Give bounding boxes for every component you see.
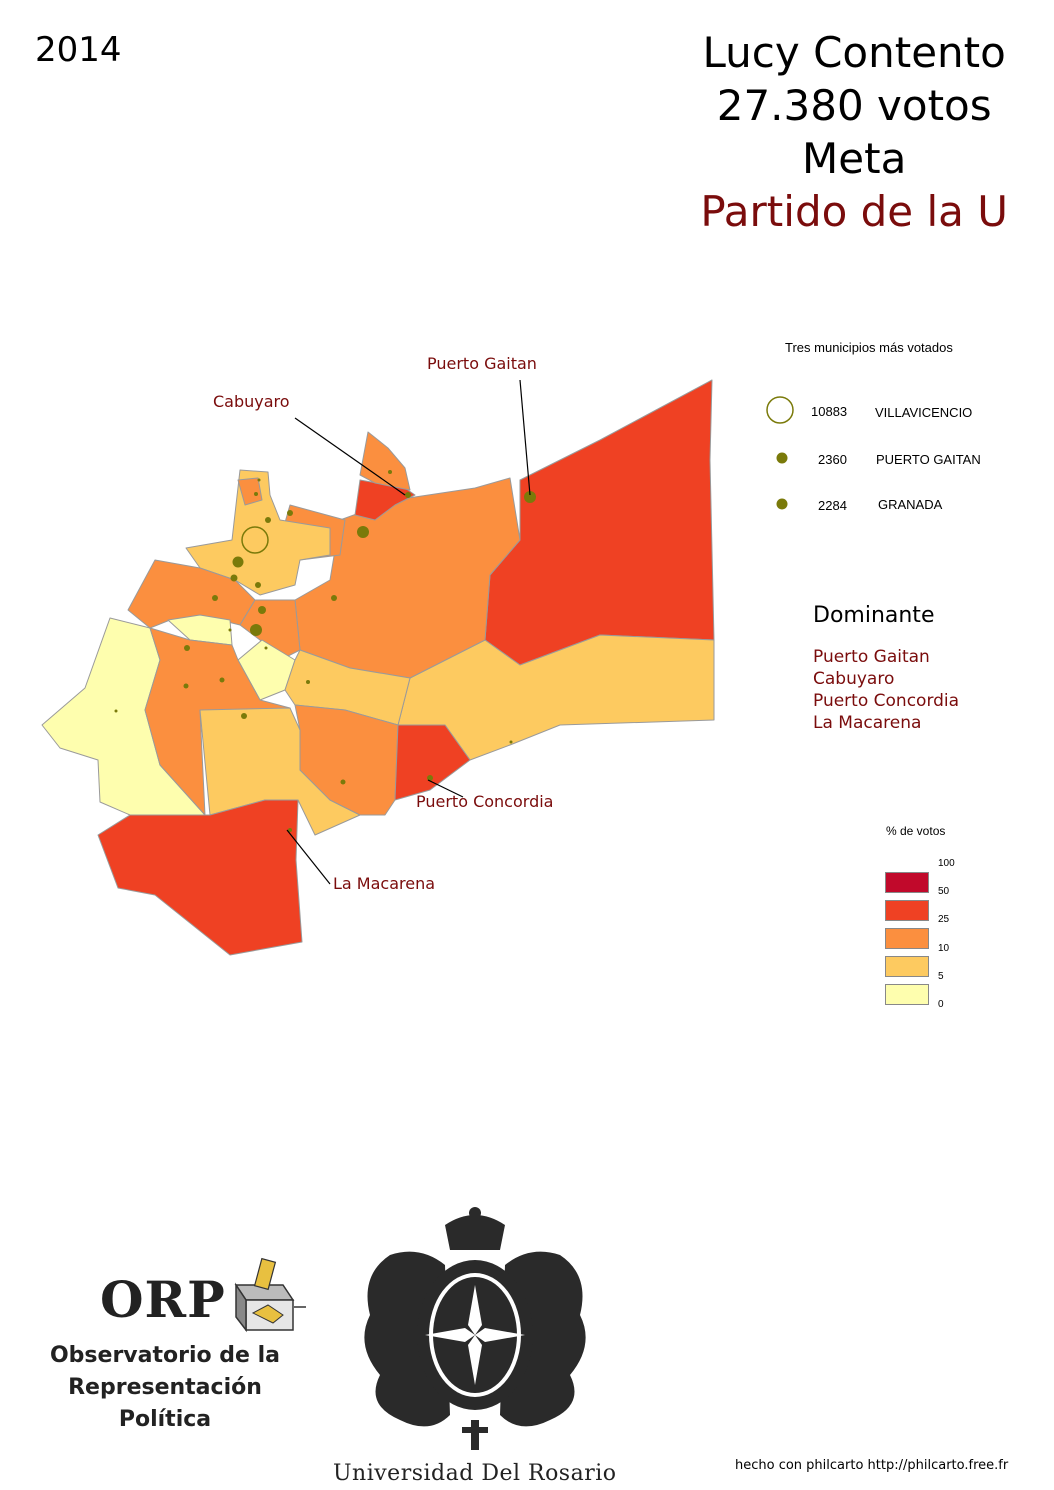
orp-logo-subtitle: Observatorio de la Representación Políti… [20,1340,310,1436]
map-label-cabuyaro: Cabuyaro [213,392,290,411]
orp-subtitle-line-1: Observatorio de la [49,1343,280,1368]
legend-tick: 0 [938,999,944,1010]
dominant-item: Cabuyaro [813,669,895,689]
legend-tick: 50 [938,886,950,897]
department-name: Meta [802,134,907,183]
dominant-item: Puerto Gaitan [813,647,930,667]
legend-tick: 100 [938,858,955,869]
legend-title: % de votos [886,824,946,838]
legend-swatch-5-10 [885,956,929,977]
party-name: Partido de la U [700,187,1008,236]
ballot-box-icon [234,1257,306,1333]
top3-symbol-3 [776,498,788,510]
legend-swatch-25-50 [885,900,929,921]
year-label: 2014 [35,30,122,70]
title-block: Lucy Contento 27.380 votos Meta Partido … [700,26,1008,238]
legend-tick: 5 [938,971,944,982]
top3-name-1: VILLAVICENCIO [875,405,973,420]
region-south-orange [294,704,399,816]
map-label-puerto-gaitan: Puerto Gaitan [427,354,537,373]
map-label-la-macarena: La Macarena [333,874,436,893]
top3-title: Tres municipios más votados [785,340,953,355]
dominant-item: La Macarena [813,713,922,733]
map-label-puerto-concordia: Puerto Concordia [416,792,554,811]
choropleth-map [41,379,794,956]
orp-logo-title: ORP [100,1270,226,1329]
villavicencio-symbol [241,526,269,554]
region-puerto-gaitan [484,379,715,666]
legend-tick: 10 [938,943,950,954]
region-villavicencio [185,469,331,596]
legend-swatch-0-5 [885,984,929,1005]
legend-tick: 25 [938,914,950,925]
university-name: Universidad Del Rosario [333,1461,617,1486]
region-puerto-concordia [394,724,471,801]
region-enclave-1 [167,614,233,646]
university-seal-icon [364,1207,586,1450]
top3-name-3: GRANADA [878,497,943,512]
top3-symbol-1 [766,396,794,424]
dominant-list: Puerto Gaitan Cabuyaro Puerto Concordia … [813,646,959,734]
top3-value-2: 2360 [818,452,847,467]
dominant-item: Puerto Concordia [813,691,960,711]
region-north-tip [359,431,411,491]
credit-text: hecho con philcarto http://philcarto.fre… [735,1458,1009,1473]
orp-subtitle-line-2: Representación Política [68,1375,262,1432]
legend-swatch-10-25 [885,928,929,949]
vote-count: 27.380 votos [716,81,992,130]
top3-symbol-2 [776,452,788,464]
legend-swatch-50-100 [885,872,929,893]
region-la-macarena [97,799,303,956]
region-north-pocket [237,477,263,506]
top3-value-1: 10883 [811,404,848,419]
top3-name-2: PUERTO GAITAN [876,452,981,467]
candidate-name: Lucy Contento [702,28,1006,77]
top3-value-3: 2284 [818,498,847,513]
dominant-title: Dominante [813,603,935,628]
